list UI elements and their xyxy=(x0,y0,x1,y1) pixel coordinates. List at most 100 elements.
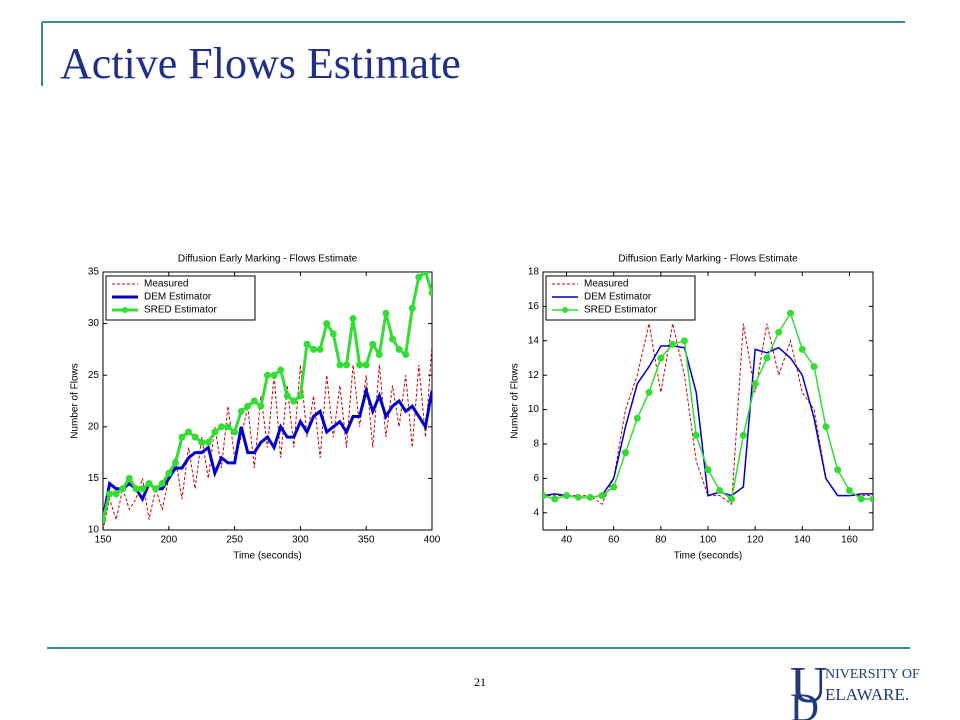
series-marker xyxy=(645,388,653,396)
series-marker xyxy=(152,485,160,493)
x-axis-label: Time (seconds) xyxy=(674,551,743,562)
legend-marker xyxy=(122,307,128,313)
legend-marker xyxy=(562,307,568,313)
series-marker xyxy=(798,345,806,353)
series-marker xyxy=(237,407,245,415)
x-tick-label: 160 xyxy=(841,535,858,546)
y-axis-label: Number of Flows xyxy=(510,363,521,439)
y-tick-label: 30 xyxy=(88,318,100,329)
y-tick-label: 10 xyxy=(528,404,540,415)
series-marker xyxy=(633,414,641,422)
logo-top: NIVERSITY OF xyxy=(825,667,920,682)
series-marker xyxy=(224,423,232,431)
series-marker xyxy=(810,363,818,371)
series-marker xyxy=(375,351,383,359)
y-tick-label: 20 xyxy=(88,421,100,432)
series-marker xyxy=(329,330,337,338)
legend-label: Measured xyxy=(584,279,628,290)
y-tick-label: 8 xyxy=(533,439,539,450)
x-tick-label: 100 xyxy=(700,535,717,546)
series-marker xyxy=(704,466,712,474)
series-marker xyxy=(231,428,239,436)
y-tick-label: 4 xyxy=(533,507,539,518)
series-marker xyxy=(845,486,853,494)
series-marker xyxy=(296,392,304,400)
series-marker xyxy=(574,493,582,501)
slide-title: Active Flows Estimate xyxy=(60,39,461,88)
series-marker xyxy=(125,474,133,482)
series-marker xyxy=(112,490,120,498)
y-tick-label: 6 xyxy=(533,473,539,484)
series-marker xyxy=(145,480,153,488)
series-marker xyxy=(415,273,423,281)
series-marker xyxy=(428,289,432,297)
series-marker xyxy=(303,340,311,348)
series-marker xyxy=(310,345,318,353)
series-marker xyxy=(389,335,397,343)
x-tick-label: 40 xyxy=(561,535,573,546)
page-number: 21 xyxy=(474,675,486,689)
series-marker xyxy=(787,309,794,317)
x-tick-label: 300 xyxy=(292,535,309,546)
series-marker xyxy=(204,438,212,446)
series-marker xyxy=(716,486,724,494)
series-marker xyxy=(132,485,140,493)
series-marker xyxy=(277,366,285,374)
series-marker xyxy=(728,495,736,503)
series-marker xyxy=(185,428,193,436)
y-tick-label: 35 xyxy=(88,267,100,278)
series-marker xyxy=(198,438,206,446)
series-marker xyxy=(775,328,783,336)
x-tick-label: 140 xyxy=(794,535,811,546)
series-marker xyxy=(323,320,331,328)
series-marker xyxy=(563,492,571,500)
series-marker xyxy=(342,361,350,369)
series-marker xyxy=(598,492,606,500)
series-marker xyxy=(622,449,629,457)
legend-label: Measured xyxy=(144,279,188,290)
series-marker xyxy=(362,361,370,369)
x-tick-label: 60 xyxy=(608,535,620,546)
y-tick-label: 16 xyxy=(528,301,540,312)
logo-letters: U xyxy=(790,657,828,714)
series-marker xyxy=(822,423,830,431)
y-tick-label: 14 xyxy=(528,335,540,346)
x-tick-label: 400 xyxy=(424,535,441,546)
series-marker xyxy=(106,490,114,498)
series-marker xyxy=(421,272,429,276)
series-marker xyxy=(178,433,186,441)
series-marker xyxy=(586,493,594,501)
series-marker xyxy=(244,402,252,410)
y-tick-label: 18 xyxy=(528,267,540,278)
series-marker xyxy=(349,314,357,322)
x-tick-label: 80 xyxy=(655,535,667,546)
chart-title: Diffusion Early Marking - Flows Estimate xyxy=(618,254,798,265)
series-marker xyxy=(751,380,759,388)
legend-box xyxy=(545,275,696,321)
x-axis-label: Time (seconds) xyxy=(233,551,302,562)
series-marker xyxy=(165,469,173,477)
series-marker xyxy=(270,371,278,379)
x-tick-label: 350 xyxy=(358,535,375,546)
y-tick-label: 12 xyxy=(528,370,540,381)
series-marker xyxy=(211,428,219,436)
series-marker xyxy=(763,354,771,362)
series-marker xyxy=(119,485,127,493)
legend-label: DEM Estimator xyxy=(144,292,212,303)
x-tick-label: 200 xyxy=(160,535,177,546)
x-tick-label: 250 xyxy=(226,535,243,546)
series-line xyxy=(103,344,432,530)
series-marker xyxy=(408,304,416,312)
legend-label: SRED Estimator xyxy=(584,305,657,316)
legend-label: SRED Estimator xyxy=(144,305,217,316)
chart-title: Diffusion Early Marking - Flows Estimate xyxy=(178,254,358,265)
series-marker xyxy=(369,340,377,348)
series-marker xyxy=(250,397,258,405)
series-marker xyxy=(610,483,618,491)
series-marker xyxy=(657,354,665,362)
logo-bottom: ELAWARE. xyxy=(825,685,909,704)
series-marker xyxy=(395,345,403,353)
series-marker xyxy=(669,340,677,348)
series-marker xyxy=(264,371,271,379)
